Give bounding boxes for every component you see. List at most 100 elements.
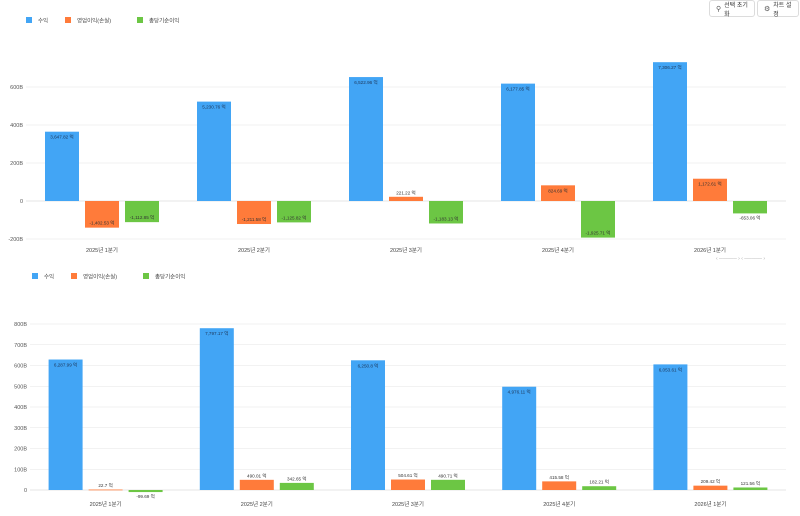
data-label: 5,230.76 억 xyxy=(202,104,225,111)
data-label: 7,306.27 억 xyxy=(658,64,681,71)
x-tick-label: 2025년 2분기 xyxy=(241,500,273,508)
legend-label: 영업이익(손실) xyxy=(83,273,117,281)
bar-revenue xyxy=(501,83,535,201)
bar-revenue xyxy=(502,386,537,490)
reset-selection-button[interactable]: ⚲ 선택 초기화 xyxy=(709,0,755,18)
data-label: -1,183.13 억 xyxy=(434,215,459,222)
y-tick-label: 0 xyxy=(20,199,23,205)
y-tick-label: 100B xyxy=(14,467,27,473)
data-label: 6,250.8 억 xyxy=(358,362,379,369)
bar-operating-income xyxy=(693,178,727,201)
bar-operating-income xyxy=(693,485,728,490)
bar-operating-income xyxy=(391,479,425,490)
data-label: -1,211.58 억 xyxy=(242,216,267,223)
gear-icon: ⚙ xyxy=(764,5,771,13)
bar-revenue xyxy=(349,77,383,201)
bar-operating-income xyxy=(237,201,271,225)
bar-net-income xyxy=(429,201,463,224)
bar-operating-income xyxy=(389,196,423,201)
data-label: 7,797.17 억 xyxy=(205,330,228,337)
data-label: 6,522.96 억 xyxy=(354,79,377,86)
y-tick-label: 800B xyxy=(14,322,27,328)
data-label: -99.69 억 xyxy=(136,493,155,500)
data-label: -653.06 억 xyxy=(739,214,760,221)
data-label: 490.71 억 xyxy=(438,472,458,479)
y-tick-label: 600B xyxy=(14,364,27,370)
legend-label: 수익 xyxy=(38,17,48,25)
y-tick-label: 500B xyxy=(14,384,27,390)
y-tick-label: 300B xyxy=(14,426,27,432)
data-label: 490.01 억 xyxy=(247,472,267,479)
y-tick-label: -200B xyxy=(8,237,23,243)
faded-pager-control: ‹ ───── › ‹ ───── › xyxy=(716,256,766,262)
data-label: 209.42 억 xyxy=(701,478,721,485)
bar-operating-income xyxy=(85,201,119,228)
bar-net-income xyxy=(125,201,159,223)
bar-revenue xyxy=(351,360,385,490)
data-label: 221.22 억 xyxy=(396,189,416,196)
data-label: -1,125.82 억 xyxy=(282,214,307,221)
legend-swatch xyxy=(71,273,77,279)
bar-operating-income xyxy=(542,481,577,490)
data-label: 22.7 억 xyxy=(98,482,112,489)
bar-net-income xyxy=(581,201,615,238)
data-label: 182.21 억 xyxy=(589,479,609,486)
x-tick-label: 2026년 1분기 xyxy=(694,246,726,254)
bar-operating-income xyxy=(541,185,575,201)
legend-label: 수익 xyxy=(44,273,54,281)
legend-swatch xyxy=(65,17,71,23)
reset-selection-label: 선택 초기화 xyxy=(724,2,748,18)
y-tick-label: 0 xyxy=(24,488,27,494)
bar-revenue xyxy=(45,131,79,201)
data-label: -1,112.85 억 xyxy=(130,214,155,221)
y-tick-label: 600B xyxy=(10,85,23,91)
data-label: 6,287.99 억 xyxy=(54,362,77,369)
y-tick-label: 200B xyxy=(14,447,27,453)
data-label: 3,647.82 억 xyxy=(50,134,73,141)
data-label: 4,976.11 억 xyxy=(508,389,531,396)
chart-settings-label: 차트 설정 xyxy=(773,2,792,18)
bar-net-income xyxy=(128,490,163,493)
x-tick-label: 2025년 4분기 xyxy=(543,500,575,508)
quarterly-financials-chart-2: 수익 영업이익(손실) 총당기순이익 0 100B 200B 300B 400B 500B 600… xyxy=(14,273,786,508)
data-label: 6,053.61 억 xyxy=(659,366,682,373)
y-tick-label: 700B xyxy=(14,343,27,349)
data-label: -1,402.53 억 xyxy=(90,220,115,227)
bar-revenue xyxy=(197,101,231,201)
data-label: -1,925.71 억 xyxy=(586,230,611,237)
x-tick-label: 2025년 1분기 xyxy=(90,500,122,508)
legend-label: 총당기순이익 xyxy=(155,273,185,281)
quarterly-financials-chart-1: 수익 영업이익(손실) 총당기순이익 -200B 0 200B 400B 600B 3,647.… xyxy=(8,17,786,254)
legend-label: 총당기순이익 xyxy=(149,17,179,25)
x-tick-label: 2026년 1분기 xyxy=(694,500,726,508)
data-label: 342.65 억 xyxy=(287,475,307,482)
bar-operating-income xyxy=(239,479,274,490)
y-tick-label: 200B xyxy=(10,161,23,167)
data-label: 824.69 억 xyxy=(548,187,568,194)
bar-net-income xyxy=(733,201,767,214)
legend-swatch xyxy=(32,273,38,279)
x-tick-label: 2025년 1분기 xyxy=(86,246,118,254)
bar-net-income xyxy=(582,486,617,490)
bar-operating-income xyxy=(88,489,123,491)
y-tick-label: 400B xyxy=(10,123,23,129)
bar-revenue xyxy=(653,364,688,490)
y-tick-label: 400B xyxy=(14,405,27,411)
bar-revenue xyxy=(199,328,234,490)
bar-net-income xyxy=(733,487,768,490)
data-label: 415.58 억 xyxy=(549,474,569,481)
chart-settings-button[interactable]: ⚙ 차트 설정 xyxy=(757,0,799,18)
legend-label: 영업이익(손실) xyxy=(77,17,111,25)
data-label: 1,172.61 억 xyxy=(698,181,721,188)
legend-swatch xyxy=(143,273,149,279)
bar-net-income xyxy=(279,482,314,490)
search-icon: ⚲ xyxy=(716,5,722,13)
data-label: 504.61 억 xyxy=(398,472,418,479)
x-tick-label: 2025년 2분기 xyxy=(238,246,270,254)
bar-revenue xyxy=(653,62,687,201)
bar-net-income xyxy=(431,479,465,490)
bar-net-income xyxy=(277,201,311,223)
x-tick-label: 2025년 3분기 xyxy=(390,246,422,254)
x-tick-label: 2025년 3분기 xyxy=(392,500,424,508)
x-tick-label: 2025년 4분기 xyxy=(542,246,574,254)
